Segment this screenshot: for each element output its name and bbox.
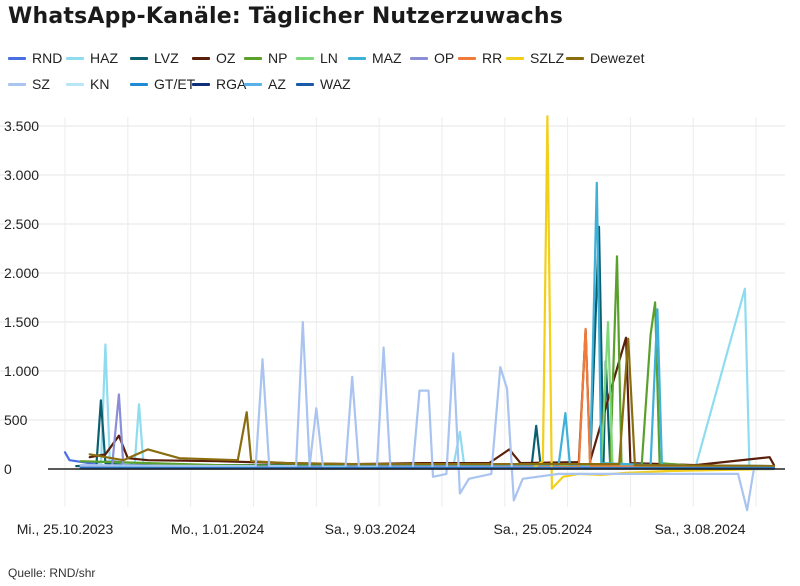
- legend-item-kn: KN: [66, 76, 109, 92]
- legend-item-ln: LN: [296, 50, 338, 66]
- legend-label: MAZ: [372, 50, 402, 66]
- series-line-lvz: [75, 225, 776, 468]
- legend-label: SZLZ: [530, 50, 565, 66]
- legend-item-haz: HAZ: [66, 50, 118, 66]
- legend-swatch: [66, 56, 84, 60]
- x-tick-label: Mo., 1.01.2024: [171, 521, 265, 537]
- legend-label: HAZ: [90, 50, 118, 66]
- y-tick-label: 500: [4, 412, 28, 428]
- legend-swatch: [66, 82, 84, 86]
- legend-item-rga: RGA: [192, 76, 246, 92]
- legend-item-np: NP: [244, 50, 287, 66]
- legend-item-waz: WAZ: [296, 76, 351, 92]
- legend-item-lvz: LVZ: [130, 50, 179, 66]
- x-tick-label: Sa., 9.03.2024: [325, 521, 416, 537]
- legend-label: Dewezet: [590, 50, 645, 66]
- legend-item-rr: RR: [458, 50, 502, 66]
- y-tick-label: 3.000: [4, 167, 39, 183]
- legend-swatch: [566, 56, 584, 60]
- legend-label: WAZ: [320, 76, 351, 92]
- series-line-sz: [79, 320, 776, 512]
- legend-swatch: [192, 82, 210, 86]
- legend-swatch: [8, 56, 26, 60]
- legend-label: LN: [320, 50, 338, 66]
- y-tick-label: 3.500: [4, 118, 39, 134]
- x-tick-label: Sa., 25.05.2024: [493, 521, 592, 537]
- legend-label: OP: [434, 50, 455, 66]
- legend-swatch: [410, 56, 428, 60]
- legend-label: RGA: [216, 76, 247, 92]
- legend-item-op: OP: [410, 50, 454, 66]
- y-axis-ticks: 0 500 1.000 1.500 2.000 2.500 3.000 3.500: [4, 118, 39, 477]
- legend-item-az: AZ: [244, 76, 286, 92]
- legend-swatch: [244, 56, 262, 60]
- legend-label: RR: [482, 50, 503, 66]
- legend-label: LVZ: [154, 50, 179, 66]
- legend-item-rnd: RND: [8, 50, 62, 66]
- legend-swatch: [296, 56, 314, 60]
- chart-title: WhatsApp-Kanäle: Täglicher Nutzerzuwachs: [8, 4, 564, 29]
- x-axis-ticks: Mi., 25.10.2023 Mo., 1.01.2024 Sa., 9.03.2…: [17, 521, 746, 537]
- y-tick-label: 1.000: [4, 363, 39, 379]
- legend-item-oz: OZ: [192, 50, 235, 66]
- legend-swatch: [296, 82, 314, 86]
- legend-label: SZ: [32, 76, 50, 92]
- legend-swatch: [130, 56, 148, 60]
- legend-item-gt-et: GT/ET: [130, 76, 195, 92]
- series-line-haz: [79, 287, 776, 469]
- series-line-szlz: [530, 115, 776, 490]
- legend-swatch: [506, 56, 524, 60]
- legend-item-dewezet: Dewezet: [566, 50, 644, 66]
- legend-swatch: [130, 82, 148, 86]
- legend-label: GT/ET: [154, 76, 196, 92]
- series-line-op: [79, 393, 776, 469]
- legend-label: OZ: [216, 50, 236, 66]
- legend-swatch: [244, 82, 262, 86]
- legend-swatch: [8, 82, 26, 86]
- series-line-maz: [79, 181, 776, 469]
- legend-swatch: [192, 56, 210, 60]
- y-tick-label: 2.000: [4, 265, 39, 281]
- chart-grid: [0, 117, 785, 507]
- legend-item-sz: SZ: [8, 76, 50, 92]
- series-line-ln: [79, 320, 776, 469]
- legend-swatch: [458, 56, 476, 60]
- legend-label: RND: [32, 50, 63, 66]
- legend-label: NP: [268, 50, 288, 66]
- x-tick-label: Mi., 25.10.2023: [17, 521, 114, 537]
- legend-label: KN: [90, 76, 110, 92]
- legend-swatch: [348, 56, 366, 60]
- y-tick-label: 1.500: [4, 314, 39, 330]
- y-tick-label: 0: [4, 461, 12, 477]
- series-line-np: [79, 255, 776, 469]
- legend-label: AZ: [268, 76, 286, 92]
- x-tick-label: Sa., 3.08.2024: [654, 521, 745, 537]
- y-tick-label: 2.500: [4, 216, 39, 232]
- legend-item-maz: MAZ: [348, 50, 402, 66]
- series-line-oz: [88, 328, 776, 467]
- source-note: Quelle: RND/shr: [8, 566, 96, 580]
- legend-item-szlz: SZLZ: [506, 50, 564, 66]
